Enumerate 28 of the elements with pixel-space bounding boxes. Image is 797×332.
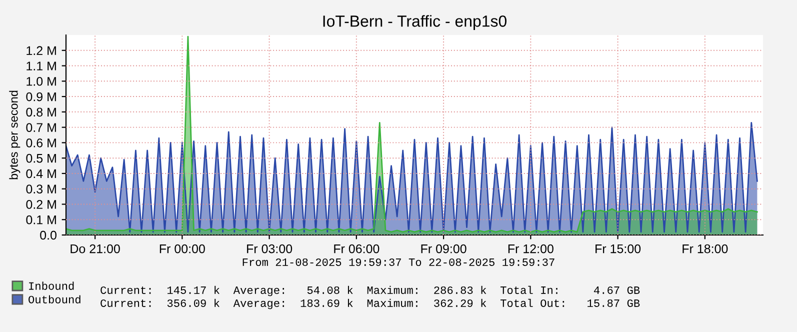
text: Current: 145.17 k Average: 54.08 k Maximum: 286.83 k Total In: 4.67 GB xyxy=(100,286,640,296)
x-tick-label: Fr 12:00 xyxy=(508,244,554,254)
legend-label: Outbound xyxy=(28,295,80,304)
y-tick-label: 0.1 M xyxy=(26,215,56,224)
y-tick-label: 0.2 M xyxy=(26,200,56,209)
text: Current: 356.09 k Average: 183.69 k Maximum: 362.29 k Total Out: 15.87 GB xyxy=(100,298,640,310)
legend-label: Inbound xyxy=(29,282,74,290)
y-tick-label: 0.6 M xyxy=(26,138,56,148)
y-tick-label: 1.0 M xyxy=(26,76,56,86)
y-tick-label: 0.7 M xyxy=(26,123,56,132)
y-tick-label: 0.3 M xyxy=(26,184,56,194)
y-tick-label: 0.8 M xyxy=(26,108,56,117)
x-tick-label: Fr 18:00 xyxy=(682,244,728,254)
x-tick-label: Fr 06:00 xyxy=(334,244,380,254)
y-tick-label: 0.0 xyxy=(40,230,56,240)
text: From 21-08-2025 19:59:37 To 22-08-2025 19:59:37 xyxy=(242,258,554,266)
y-tick-label: 0.5 M xyxy=(26,154,56,163)
x-tick-label: Do 21:00 xyxy=(70,244,120,254)
y-tick-label: 0.9 M xyxy=(26,92,56,102)
y-tick-label: 0.4 M xyxy=(26,169,56,178)
x-tick-label: Fr 15:00 xyxy=(596,244,641,254)
x-tick-label: Fr 00:00 xyxy=(160,244,205,254)
x-tick-label: Fr 09:00 xyxy=(421,244,466,254)
x-tick-label: Fr 03:00 xyxy=(247,244,292,254)
chart-title: IoT-Bern - Traffic - enp1s0 xyxy=(323,15,507,30)
y-axis-title: bytes per second xyxy=(9,90,20,180)
y-tick-label: 1.1 M xyxy=(26,62,56,70)
y-tick-label: 1.2 M xyxy=(26,46,56,55)
